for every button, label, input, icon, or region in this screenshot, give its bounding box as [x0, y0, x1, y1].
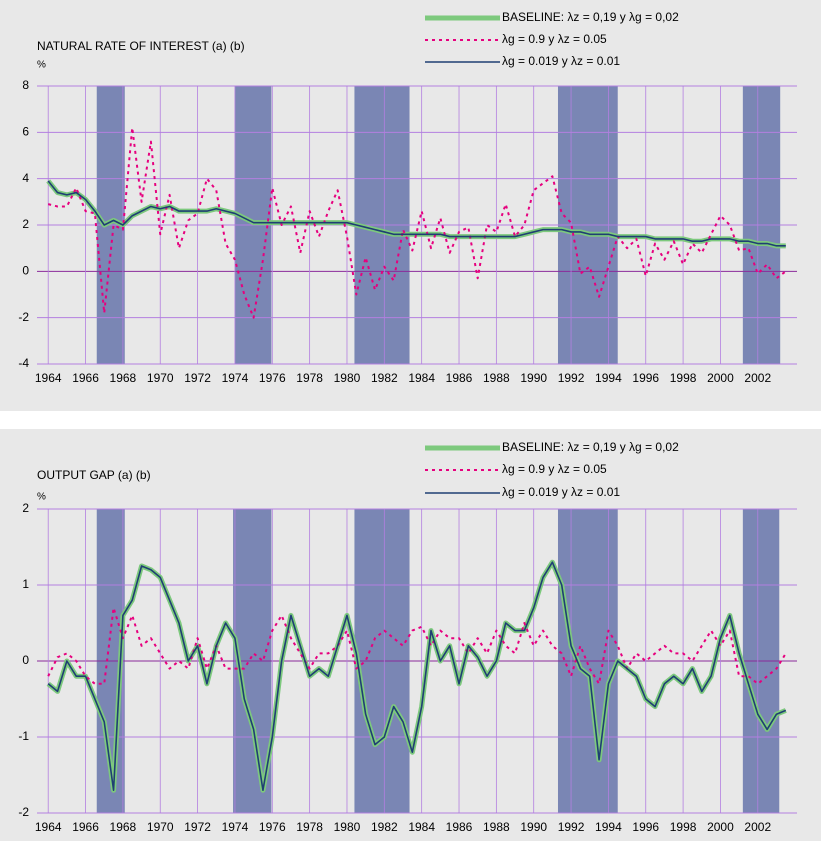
x-tick-label: 1976 — [259, 820, 286, 834]
series-line — [47, 180, 786, 247]
x-tick-label: 1996 — [632, 820, 659, 834]
y-tick-label: 8 — [22, 78, 29, 92]
y-axis-unit: % — [37, 492, 46, 503]
x-tick-label: 1988 — [483, 371, 510, 385]
x-tick-label: 2002 — [744, 820, 771, 834]
x-tick-label: 1976 — [259, 371, 286, 385]
legend-label: λg = 0.9 y λz = 0.05 — [502, 32, 607, 46]
y-tick-label: 4 — [22, 171, 29, 185]
x-tick-label: 1974 — [222, 820, 249, 834]
x-tick-label: 1994 — [595, 371, 622, 385]
x-tick-label: 1992 — [558, 371, 585, 385]
panel-background — [0, 0, 821, 411]
x-tick-label: 1990 — [520, 820, 547, 834]
x-tick-label: 1974 — [222, 371, 249, 385]
x-tick-label: 1990 — [520, 371, 547, 385]
x-tick-label: 1998 — [670, 371, 697, 385]
series-line — [47, 126, 787, 319]
x-tick-label: 2000 — [707, 371, 734, 385]
x-tick-label: 1964 — [35, 371, 62, 385]
y-tick-label: -4 — [18, 356, 29, 370]
y-tick-label: -2 — [18, 310, 29, 324]
x-tick-label: 1996 — [632, 371, 659, 385]
x-tick-label: 1972 — [184, 371, 211, 385]
legend-label: BASELINE: λz = 0,19 y λg = 0,02 — [502, 10, 679, 24]
x-tick-label: 2000 — [707, 820, 734, 834]
y-tick-label: 2 — [22, 217, 29, 231]
x-tick-label: 1982 — [371, 820, 398, 834]
x-tick-label: 1992 — [558, 820, 585, 834]
legend-label: BASELINE: λz = 0,19 y λg = 0,02 — [502, 440, 679, 454]
x-tick-label: 2002 — [744, 371, 771, 385]
x-tick-label: 1964 — [35, 820, 62, 834]
y-tick-label: 0 — [22, 653, 29, 667]
y-tick-label: 1 — [22, 577, 29, 591]
x-tick-label: 1988 — [483, 820, 510, 834]
chart-title: NATURAL RATE OF INTEREST (a) (b) — [37, 39, 245, 53]
x-tick-label: 1984 — [408, 820, 435, 834]
y-tick-label: -2 — [18, 805, 29, 819]
x-tick-label: 1968 — [110, 820, 137, 834]
x-tick-label: 1986 — [446, 371, 473, 385]
legend-label: λg = 0.019 y λz = 0.01 — [502, 54, 620, 68]
x-tick-label: 1968 — [110, 371, 137, 385]
x-tick-label: 1966 — [72, 820, 99, 834]
legend-label: λg = 0.9 y λz = 0.05 — [502, 462, 607, 476]
y-tick-label: 6 — [22, 125, 29, 139]
x-tick-label: 1970 — [147, 371, 174, 385]
series-line — [47, 561, 787, 791]
x-tick-label: 1978 — [296, 820, 323, 834]
x-tick-label: 1970 — [147, 820, 174, 834]
y-axis-unit: % — [37, 60, 46, 71]
x-tick-label: 1980 — [334, 371, 361, 385]
legend-label: λg = 0.019 y λz = 0.01 — [502, 485, 620, 499]
x-tick-label: 1972 — [184, 820, 211, 834]
x-tick-label: 1966 — [72, 371, 99, 385]
chart-title: OUTPUT GAP (a) (b) — [37, 468, 151, 482]
y-tick-label: 2 — [22, 501, 29, 515]
x-tick-label: 1998 — [670, 820, 697, 834]
x-tick-label: 1984 — [408, 371, 435, 385]
y-tick-label: -1 — [18, 729, 29, 743]
x-tick-label: 1980 — [334, 820, 361, 834]
x-tick-label: 1982 — [371, 371, 398, 385]
x-tick-label: 1986 — [446, 820, 473, 834]
y-tick-label: 0 — [22, 264, 29, 278]
x-tick-label: 1978 — [296, 371, 323, 385]
x-tick-label: 1994 — [595, 820, 622, 834]
